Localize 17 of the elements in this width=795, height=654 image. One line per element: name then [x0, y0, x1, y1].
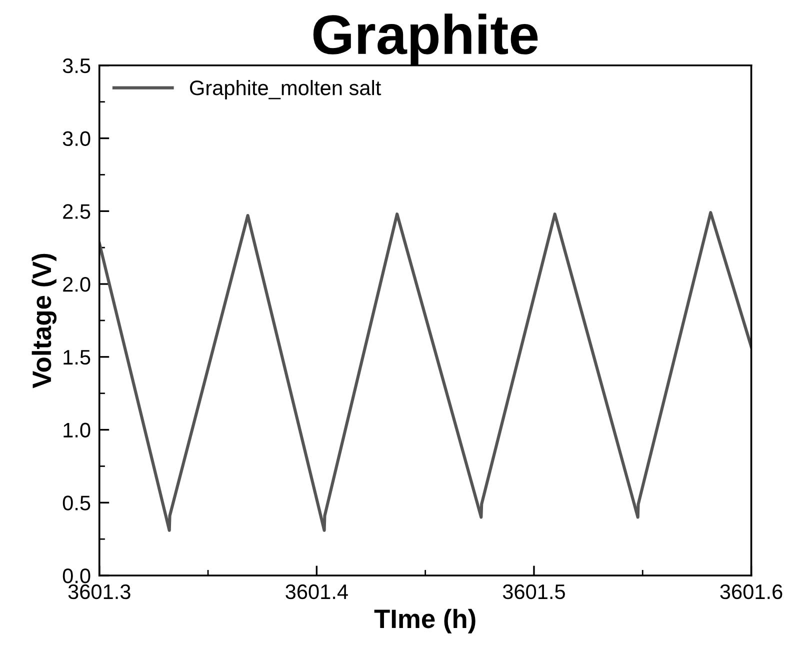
y-axis-title: Voltage (V) — [32, 254, 57, 388]
x-tick-label: 3601.4 — [286, 584, 348, 600]
line-series — [99, 211, 752, 532]
y-tick-label: 2.5 — [63, 204, 90, 219]
y-tick-label: 3.5 — [62, 58, 90, 74]
y-tick-label: 0.0 — [62, 568, 90, 584]
y-tick-label: 0.5 — [62, 496, 90, 510]
x-tick-label: 3601.3 — [68, 584, 130, 600]
y-tick-label: 1.0 — [64, 422, 90, 438]
x-axis-title: TIme (h) — [374, 608, 476, 634]
x-tick-label: 3601.6 — [720, 584, 782, 600]
chart-title: Graphite — [313, 14, 538, 66]
y-tick-label: 2.0 — [63, 277, 90, 292]
x-tick-label: 3601.5 — [502, 584, 565, 600]
y-tick-label: 3.0 — [62, 131, 90, 146]
legend-label: Graphite_molten salt — [190, 80, 382, 100]
y-tick-label: 1.5 — [64, 350, 90, 365]
